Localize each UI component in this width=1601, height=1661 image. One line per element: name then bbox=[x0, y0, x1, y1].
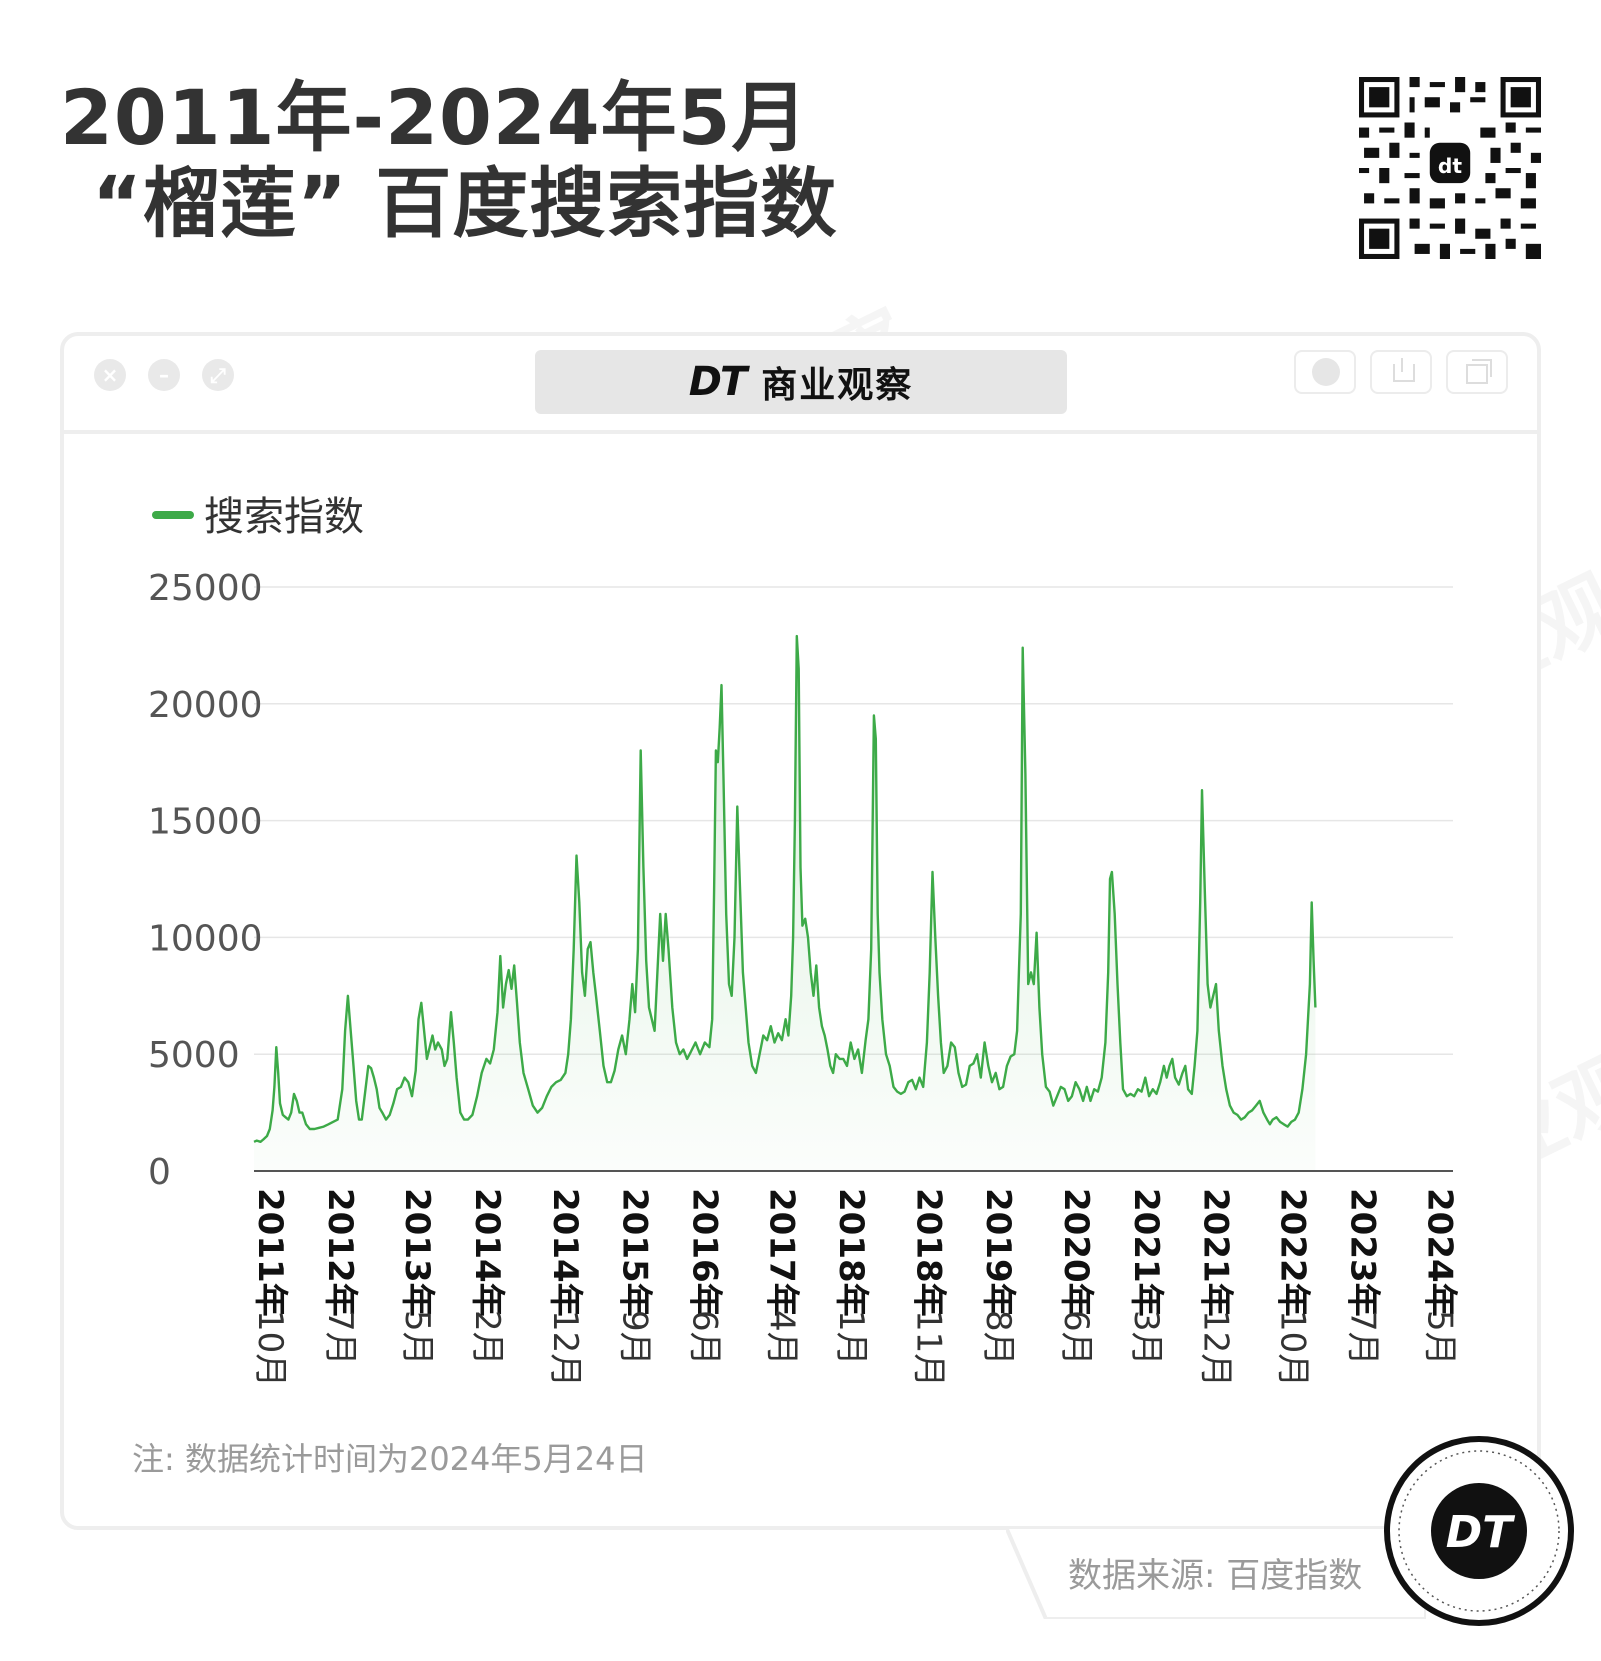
x-tick-month: 11月 bbox=[908, 1310, 948, 1387]
qr-code-icon[interactable]: dt bbox=[1359, 77, 1541, 259]
y-tick-label: 5000 bbox=[148, 1035, 240, 1076]
y-tick-label: 0 bbox=[148, 1152, 171, 1193]
x-tick-month: 12月 bbox=[1196, 1310, 1236, 1387]
x-tick-year: 2016年 bbox=[684, 1188, 724, 1317]
x-tick-month: 7月 bbox=[320, 1310, 360, 1366]
x-tick-month: 5月 bbox=[397, 1310, 437, 1366]
x-tick-year: 2015年 bbox=[615, 1188, 655, 1317]
footnote: 注: 数据统计时间为2024年5月24日 bbox=[132, 1440, 648, 1478]
x-tick-label: 2024年5月 bbox=[1420, 1188, 1460, 1366]
x-tick-month: 3月 bbox=[1126, 1310, 1166, 1366]
y-tick-label: 10000 bbox=[148, 918, 263, 959]
copy-icon[interactable] bbox=[1446, 350, 1508, 394]
x-tick-month: 5月 bbox=[1420, 1310, 1460, 1366]
x-tick-year: 2021年 bbox=[1196, 1188, 1236, 1317]
x-tick-year: 2018年 bbox=[908, 1188, 948, 1317]
x-tick-month: 10月 bbox=[1273, 1310, 1313, 1387]
chart-title: 2011年-2024年5月 bbox=[60, 73, 809, 162]
expand-icon[interactable]: ⤢ bbox=[202, 359, 234, 391]
x-tick-year: 2024年 bbox=[1420, 1188, 1460, 1317]
brand-header: DT 商业观察 bbox=[535, 350, 1067, 414]
legend-swatch bbox=[152, 511, 194, 519]
series-line bbox=[253, 634, 1317, 1143]
x-tick-year: 2020年 bbox=[1056, 1188, 1096, 1317]
x-tick-year: 2011年 bbox=[250, 1188, 290, 1317]
x-tick-month: 12月 bbox=[545, 1310, 585, 1387]
x-tick-month: 4月 bbox=[761, 1310, 801, 1366]
brand-logo: DT bbox=[688, 359, 747, 405]
legend: 搜索指数 bbox=[152, 494, 364, 540]
window-titlebar: × – ⤢ DT 商业观察 bbox=[64, 336, 1537, 434]
x-tick-month: 8月 bbox=[978, 1310, 1018, 1366]
x-tick-year: 2014年 bbox=[467, 1188, 507, 1317]
x-tick-month: 9月 bbox=[615, 1310, 655, 1366]
svg-text:dt: dt bbox=[1438, 154, 1462, 178]
y-tick-label: 25000 bbox=[148, 568, 263, 609]
dt-logo-badge: DT bbox=[1384, 1436, 1574, 1626]
x-tick-month: 1月 bbox=[831, 1310, 871, 1366]
x-tick-year: 2017年 bbox=[761, 1188, 801, 1317]
minimize-icon[interactable]: – bbox=[148, 359, 180, 391]
x-tick-year: 2014年 bbox=[545, 1188, 585, 1317]
legend-label: 搜索指数 bbox=[204, 494, 364, 540]
y-tick-label: 20000 bbox=[148, 685, 263, 726]
x-tick-year: 2012年 bbox=[320, 1188, 360, 1317]
brand-name: 商业观察 bbox=[761, 365, 914, 406]
x-tick-month: 7月 bbox=[1342, 1310, 1382, 1366]
x-tick-month: 10月 bbox=[250, 1310, 290, 1387]
share-icon[interactable] bbox=[1370, 350, 1432, 394]
badge-logo-text: DT bbox=[1446, 1507, 1516, 1558]
close-icon[interactable]: × bbox=[94, 359, 126, 391]
chart-subtitle: “榴莲” 百度搜索指数 bbox=[92, 159, 838, 248]
x-tick-month: 2月 bbox=[467, 1310, 507, 1366]
data-source: 数据来源: 百度指数 bbox=[1068, 1556, 1363, 1596]
x-tick-year: 2018年 bbox=[831, 1188, 871, 1317]
x-tick-year: 2019年 bbox=[978, 1188, 1018, 1317]
x-tick-year: 2023年 bbox=[1342, 1188, 1382, 1317]
x-tick-month: 6月 bbox=[1056, 1310, 1096, 1366]
x-tick-year: 2022年 bbox=[1273, 1188, 1313, 1317]
x-tick-year: 2021年 bbox=[1126, 1188, 1166, 1317]
y-tick-label: 15000 bbox=[148, 802, 263, 843]
source-tab bbox=[1006, 1527, 1426, 1619]
x-tick-month: 6月 bbox=[684, 1310, 724, 1366]
record-icon[interactable] bbox=[1294, 350, 1356, 394]
x-tick-year: 2013年 bbox=[397, 1188, 437, 1317]
